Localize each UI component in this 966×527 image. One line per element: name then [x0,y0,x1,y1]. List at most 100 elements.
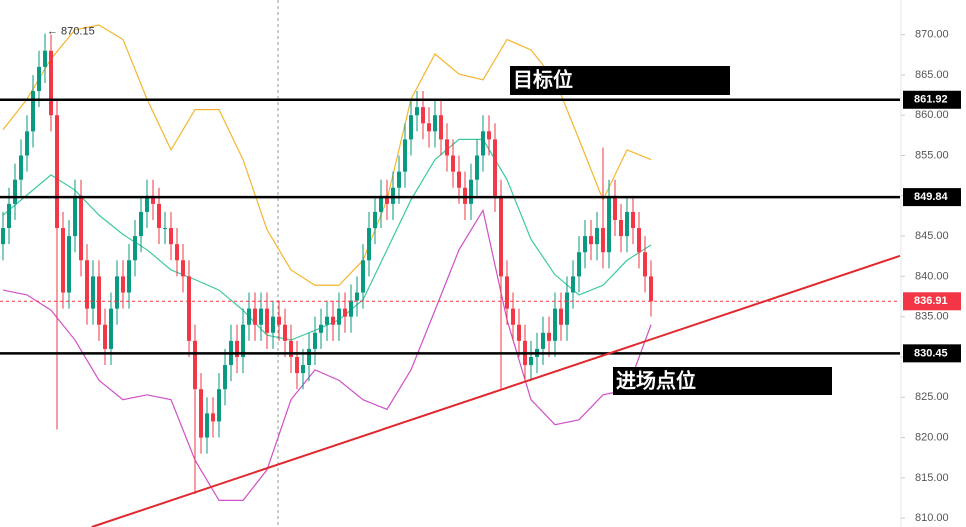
candle-body [559,308,563,325]
candle-body [115,276,119,309]
candle-body [445,139,449,156]
candle-body [385,195,389,204]
candle-body [145,195,149,212]
candle-body [337,308,341,325]
target-label: 目标位 [513,68,573,92]
candle-body [649,276,653,302]
candle-body [313,332,317,349]
last-price-label: 836.91 [914,295,948,307]
candle-body [565,292,569,325]
tags: 861.92 849.84 830.45 836.91 [903,90,961,363]
level-tag-label: 861.92 [914,94,948,106]
y-tick-label: 845.00 [915,230,949,242]
candle-body [517,324,521,341]
candle-body [379,195,383,212]
y-tick-label: 865.00 [915,69,949,81]
candle-body [133,236,137,261]
entry-box [613,367,832,395]
candle-body [289,340,293,357]
candle-body [241,324,245,357]
candle-body [187,276,191,341]
candle-body [391,187,395,204]
y-tick-label: 870.00 [915,29,949,41]
candle-body [589,236,593,245]
candle-body [73,195,77,237]
candle-body [463,187,467,204]
y-tick-label: 835.00 [915,311,949,323]
candle-body [607,195,611,253]
candle-body [259,308,263,325]
candle-body [121,276,125,293]
band-line [2,208,652,502]
candle-body [427,123,431,132]
candle-body [601,228,605,253]
candle-body [79,195,83,261]
trendline [91,254,901,527]
candle-body [271,316,275,333]
candle-body [181,260,185,277]
candle-body [433,115,437,132]
candle-body [475,155,479,180]
candle-body [175,244,179,261]
candle-body [109,308,113,349]
candle-body [301,365,305,374]
candle-body [49,50,53,116]
candle-body [619,219,623,237]
target-box [510,66,730,95]
candle-body [481,131,485,156]
candle-body [343,308,347,317]
candle-body [529,356,533,366]
level-tag-label: 830.45 [914,347,948,359]
entry-label: 进场点位 [616,369,696,393]
candle-body [403,139,407,172]
candle-body [151,195,155,204]
y-tick-label: 810.00 [915,512,949,524]
candle-body [85,260,89,309]
candle-body [91,276,95,309]
y-tick-label: 820.00 [915,431,949,443]
candle-body [469,179,473,204]
candle-body [247,308,251,325]
candle-body [205,413,209,438]
candle-body [169,228,173,245]
candle-body [625,211,629,237]
y-tick-label: 840.00 [915,270,949,282]
high-label: ← 870.15 [47,25,95,37]
candle-body [547,332,551,341]
level-tag [903,344,961,363]
candle-body [55,115,59,229]
last-price-tag [903,292,961,311]
candle-body [211,413,215,422]
candle-body [487,131,491,140]
candle-body [355,292,359,301]
candle-body [325,316,329,325]
candle-body [583,236,587,253]
level-tag [903,90,961,109]
candle-body [265,308,269,333]
candle-body [1,228,5,245]
candle-body [541,332,545,349]
y-tick-label: 860.00 [915,109,949,121]
candle-body [331,316,335,325]
candle-body [31,91,35,132]
candle-body [553,308,557,341]
candle-body [139,211,143,237]
candle-body [493,139,497,196]
candle-body [349,300,353,317]
candle-body [511,308,515,325]
candle-body [295,356,299,374]
candle-body [571,276,575,293]
candle-body [61,228,65,293]
candle-body [439,115,443,140]
candle-body [505,276,509,309]
y-tick-label: 825.00 [915,391,949,403]
candle-body [127,260,131,293]
candle-body [163,228,167,230]
candle-body [7,203,11,229]
candle-body [361,260,365,293]
candle-body [631,211,635,229]
candle-body [643,252,647,277]
band-line [2,24,652,286]
candle-body [409,115,413,140]
